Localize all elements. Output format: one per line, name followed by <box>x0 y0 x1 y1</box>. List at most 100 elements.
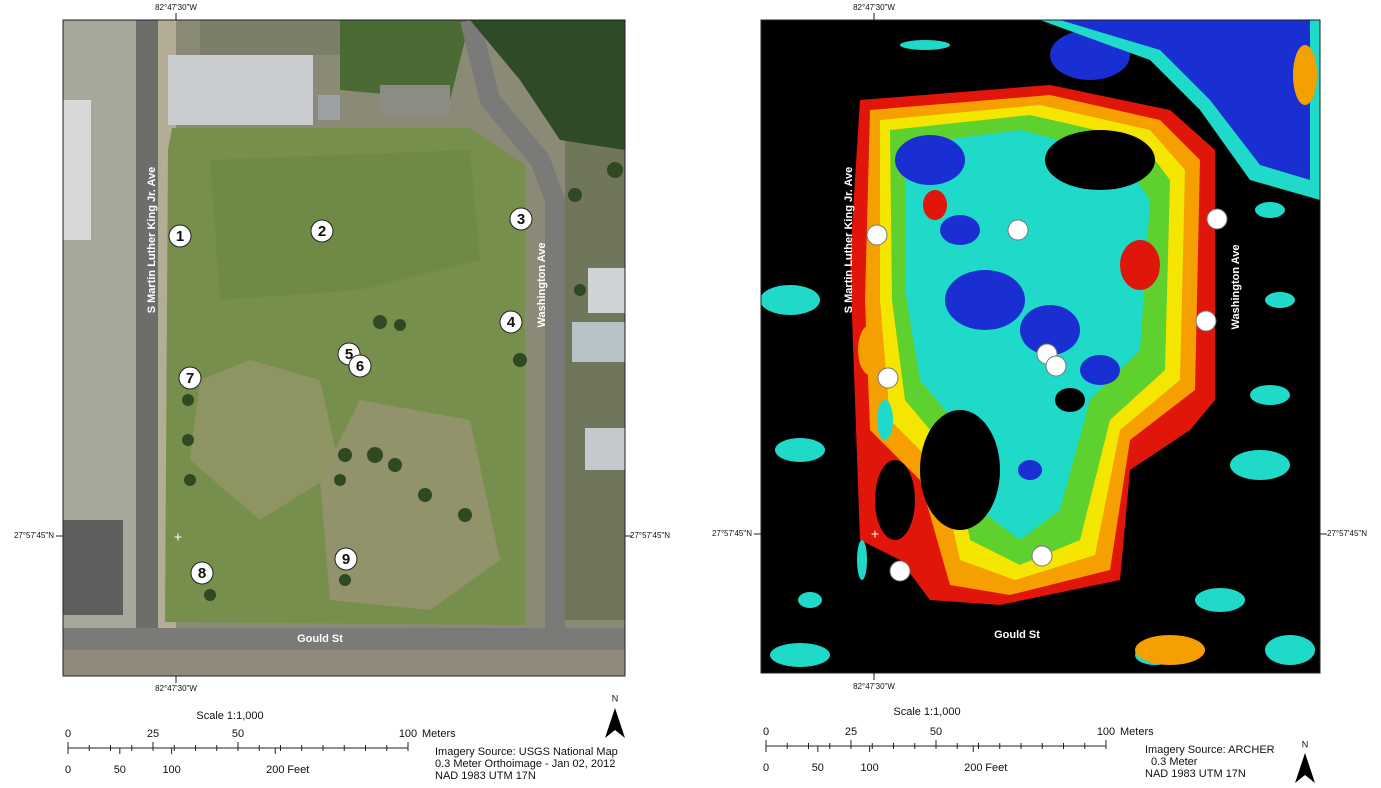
map-shape <box>890 561 910 581</box>
north-arrow <box>605 708 625 738</box>
map-shape <box>318 95 340 120</box>
map-shape <box>568 188 582 202</box>
map-shape <box>940 215 980 245</box>
map-shape <box>1230 450 1290 480</box>
marker-label: 3 <box>517 211 525 228</box>
scale-unit: Feet <box>985 762 1007 774</box>
latitude-label: 27°57'45"N <box>630 531 670 540</box>
street-label: S Martin Luther King Jr. Ave <box>843 167 855 314</box>
map-shape <box>63 100 91 240</box>
map-shape <box>168 55 313 125</box>
map-shape <box>184 474 196 486</box>
figure: + <box>0 0 1381 788</box>
map-shape <box>1293 45 1317 105</box>
map-shape <box>1008 220 1028 240</box>
map-shape <box>338 448 352 462</box>
north-label: N <box>1302 739 1309 749</box>
map-shape <box>380 85 450 115</box>
scale-label: 0 <box>763 762 769 774</box>
map-shape <box>373 315 387 329</box>
map-shape: + <box>871 526 879 542</box>
scale-label: 25 <box>147 728 159 740</box>
scale-title: Scale 1:1,000 <box>893 706 960 718</box>
map-shape <box>1196 311 1216 331</box>
street-label: Washington Ave <box>536 243 548 328</box>
longitude-label: 82°47'30"W <box>853 682 895 691</box>
map-shape <box>63 520 123 615</box>
north-label: N <box>612 693 619 703</box>
map-shape <box>513 353 527 367</box>
longitude-label: 82°47'30"W <box>155 684 197 693</box>
map-shape <box>607 162 623 178</box>
map-shape <box>895 135 965 185</box>
scale-label: 25 <box>845 726 857 738</box>
map-shape <box>945 270 1025 330</box>
map-shape <box>585 428 625 470</box>
map-shape <box>63 650 625 676</box>
map-shape <box>1255 202 1285 218</box>
scale-label: 0 <box>763 726 769 738</box>
map-shape <box>867 225 887 245</box>
scale-label: 100 <box>860 762 878 774</box>
latitude-label: 27°57'45"N <box>1327 529 1367 538</box>
map-shape <box>1265 292 1295 308</box>
map-shape <box>900 40 950 50</box>
north-arrow <box>1295 753 1315 783</box>
scale-unit: Feet <box>287 764 309 776</box>
source-line: Imagery Source: ARCHER <box>1145 744 1275 756</box>
map-shape <box>182 434 194 446</box>
latitude-label: 27°57'45"N <box>712 529 752 538</box>
source-line: 0.3 Meter <box>1151 756 1198 768</box>
map-shape <box>878 368 898 388</box>
map-shape <box>394 319 406 331</box>
marker-label: 8 <box>198 565 206 582</box>
map-shape <box>1195 588 1245 612</box>
map-shape <box>1265 635 1315 665</box>
map-shape <box>1120 240 1160 290</box>
map-shape <box>858 325 882 375</box>
map-shape <box>204 589 216 601</box>
source-line: NAD 1983 UTM 17N <box>1145 768 1246 780</box>
map-shape <box>418 488 432 502</box>
map-shape <box>574 284 586 296</box>
source-line: 0.3 Meter Orthoimage - Jan 02, 2012 <box>435 758 615 770</box>
map-shape <box>920 410 1000 530</box>
map-shape <box>877 400 893 440</box>
street-label: Gould St <box>297 633 343 645</box>
map-shape <box>1080 355 1120 385</box>
map-shape <box>1046 356 1066 376</box>
scale-label: 0 <box>65 764 71 776</box>
map-shape <box>339 574 351 586</box>
scale-label: 0 <box>65 728 71 740</box>
marker-label: 9 <box>342 551 350 568</box>
marker-label: 6 <box>356 358 364 375</box>
map-shape <box>1250 385 1290 405</box>
map-shape <box>1135 635 1205 665</box>
marker-label: 7 <box>186 370 194 387</box>
marker-label: 1 <box>176 228 184 245</box>
map-shape <box>798 592 822 608</box>
scale-label: 50 <box>232 728 244 740</box>
map-shape <box>1055 388 1085 412</box>
latitude-label: 27°57'45"N <box>14 531 54 540</box>
street-label: S Martin Luther King Jr. Ave <box>146 167 158 314</box>
street-label: Washington Ave <box>1230 245 1242 330</box>
scale-label: 200 <box>266 764 284 776</box>
source-line: NAD 1983 UTM 17N <box>435 770 536 782</box>
scale-label: 50 <box>812 762 824 774</box>
map-shape <box>775 438 825 462</box>
scale-label: 100 <box>1097 726 1115 738</box>
scale-label: 100 <box>162 764 180 776</box>
map-shape: + <box>174 529 182 545</box>
map-shape <box>572 322 625 362</box>
scale-label: 200 <box>964 762 982 774</box>
map-shape <box>1018 460 1042 480</box>
map-shape <box>857 540 867 580</box>
scale-unit: Meters <box>422 728 456 740</box>
map-shape <box>760 285 820 315</box>
marker-label: 4 <box>507 314 516 331</box>
map-shape <box>334 474 346 486</box>
scale-label: 50 <box>930 726 942 738</box>
marker-label: 2 <box>318 223 326 240</box>
scale-label: 100 <box>399 728 417 740</box>
